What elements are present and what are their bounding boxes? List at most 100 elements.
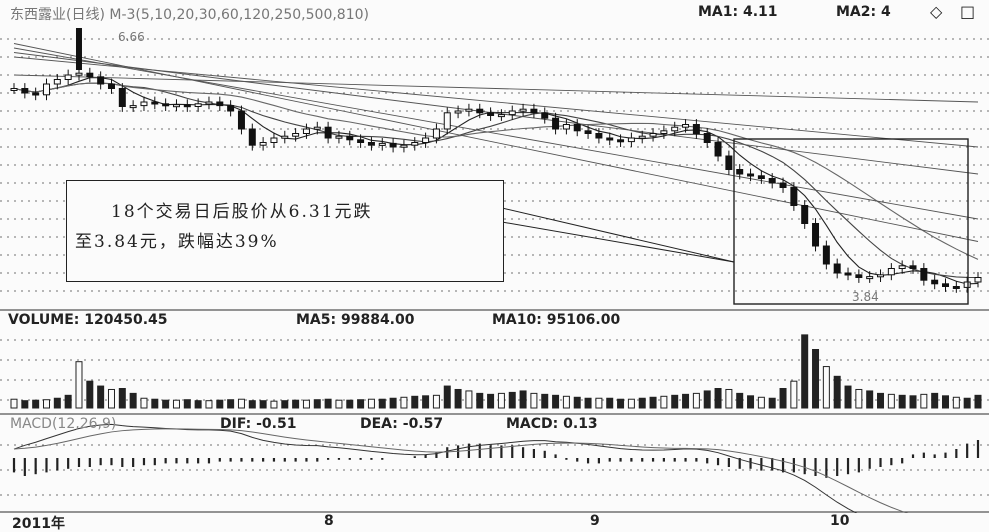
macd-label: MACD(12,26,9) xyxy=(10,416,117,432)
candle-body xyxy=(151,101,159,105)
candle-body xyxy=(194,103,202,108)
volume-bar xyxy=(367,398,375,409)
volume-bar xyxy=(855,388,863,409)
candle-body xyxy=(389,142,397,148)
candle-body xyxy=(703,133,711,143)
candle-body xyxy=(367,142,375,146)
dea-line xyxy=(13,428,975,532)
candle-body xyxy=(357,139,365,144)
volume-bar xyxy=(205,400,213,409)
volume-bar xyxy=(172,399,180,409)
ma1-value: MA1: 4.11 xyxy=(698,4,778,20)
volume-bar xyxy=(140,397,148,409)
candle-body xyxy=(42,83,50,96)
candle-body xyxy=(97,76,105,85)
candle-body xyxy=(281,135,289,139)
volume-bar xyxy=(952,396,960,409)
candle-body xyxy=(10,88,18,91)
volume-bar xyxy=(10,398,18,409)
candle-body xyxy=(129,105,137,109)
volume-bar xyxy=(411,395,419,409)
candle-body xyxy=(920,268,928,281)
candle-body xyxy=(692,124,700,134)
volume-bar xyxy=(844,385,852,409)
volume-bar xyxy=(822,366,830,409)
candle-body xyxy=(378,142,386,146)
volume-bar xyxy=(963,397,971,409)
dif-value: DIF: -0.51 xyxy=(220,416,297,432)
candle-body xyxy=(487,112,495,117)
date-label-sep: 9 xyxy=(590,513,600,529)
candle-body xyxy=(779,182,787,188)
volume-ma5: MA5: 99884.00 xyxy=(296,312,415,328)
volume-bar xyxy=(638,397,646,409)
volume-bar xyxy=(64,394,72,409)
candle-body xyxy=(682,124,690,128)
volume-bar xyxy=(909,395,917,409)
volume-bar xyxy=(86,380,94,409)
volume-bar xyxy=(790,380,798,409)
volume-bar xyxy=(227,399,235,409)
volume-label: VOLUME: 120450.45 xyxy=(8,312,168,328)
volume-bar xyxy=(692,392,700,409)
candle-body xyxy=(292,133,300,137)
candle-body xyxy=(259,142,267,146)
volume-bar xyxy=(237,398,245,409)
volume-bar xyxy=(476,392,484,409)
candle-body xyxy=(519,108,527,112)
candle-body xyxy=(227,105,235,112)
candle-body xyxy=(584,130,592,135)
candle-body xyxy=(476,108,484,114)
candle-body xyxy=(64,74,72,80)
candle-body xyxy=(877,274,885,278)
candle-body xyxy=(465,108,473,112)
volume-bar xyxy=(487,393,495,409)
candle-body xyxy=(790,187,798,206)
candle-body xyxy=(812,223,820,247)
volume-bar xyxy=(248,400,256,409)
candle-body xyxy=(140,101,148,107)
volume-bar xyxy=(931,392,939,409)
volume-bar xyxy=(887,393,895,409)
volume-bar xyxy=(584,397,592,409)
volume-bar xyxy=(562,395,570,409)
volume-bar xyxy=(465,390,473,409)
candle-body xyxy=(302,128,310,134)
volume-bar xyxy=(573,396,581,409)
candle-body xyxy=(671,126,679,132)
volume-bar xyxy=(833,375,841,409)
candle-body xyxy=(931,279,939,285)
long-ma-line xyxy=(13,74,979,103)
volume-bar xyxy=(378,398,386,409)
annotation-box: 18个交易日后股价从6.31元跌 至3.84元，跌幅达39% xyxy=(66,180,504,282)
candle-body xyxy=(606,137,614,141)
volume-bar xyxy=(324,398,332,409)
square-icon[interactable]: □ xyxy=(960,2,976,21)
candle-body xyxy=(617,139,625,143)
candle-body xyxy=(887,268,895,276)
volume-bar xyxy=(714,388,722,409)
volume-bar xyxy=(660,395,668,409)
diamond-icon[interactable]: ◇ xyxy=(930,2,943,21)
volume-bar xyxy=(443,385,451,409)
candle-body xyxy=(443,112,451,130)
volume-bar xyxy=(736,392,744,409)
long-ma-line xyxy=(13,43,979,242)
candle-body xyxy=(725,155,733,170)
volume-bar xyxy=(151,398,159,409)
candle-body xyxy=(952,286,960,289)
dea-value: DEA: -0.57 xyxy=(360,416,444,432)
candle-body xyxy=(898,265,906,269)
volume-bar xyxy=(898,394,906,409)
decline-highlight-box xyxy=(733,138,969,305)
volume-bar xyxy=(107,388,115,409)
candle-body xyxy=(855,274,863,278)
candle-body xyxy=(649,133,657,137)
candle-body xyxy=(595,133,603,139)
volume-bar xyxy=(216,399,224,409)
candle-body xyxy=(801,205,809,224)
candle-body xyxy=(411,142,419,146)
candle-body xyxy=(21,88,29,94)
volume-bar xyxy=(400,396,408,409)
